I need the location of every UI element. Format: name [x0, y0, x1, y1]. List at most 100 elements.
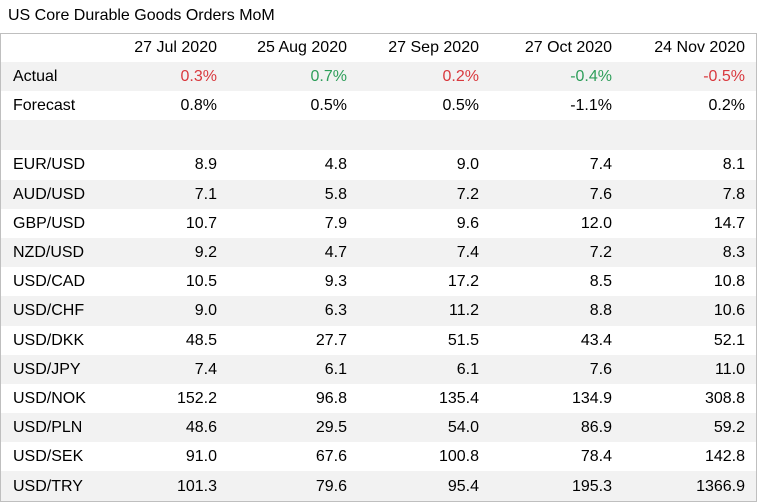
- actual-value: 0.3%: [111, 62, 221, 92]
- column-header: 25 Aug 2020: [221, 34, 351, 62]
- table-row: EUR/USD 8.9 4.8 9.0 7.4 8.1: [1, 150, 756, 179]
- table-cell: 9.2: [111, 237, 221, 268]
- table-cell: 95.4: [351, 471, 483, 501]
- table-title: US Core Durable Goods Orders MoM: [8, 7, 275, 24]
- table-cell: 195.3: [483, 471, 616, 501]
- forecast-value: -1.1%: [570, 97, 612, 115]
- actual-row: Actual 0.3% 0.7% 0.2% -0.4% -0.5%: [1, 62, 756, 92]
- row-label: USD/DKK: [13, 331, 85, 349]
- table-cell: 51.5: [447, 331, 479, 349]
- row-label: AUD/USD: [1, 179, 111, 209]
- table-cell: 134.9: [571, 389, 612, 407]
- row-label: EUR/USD: [13, 156, 86, 174]
- row-label: GBP/USD: [13, 214, 86, 232]
- table-row: AUD/USD 7.1 5.8 7.2 7.6 7.8: [1, 179, 756, 209]
- table-cell: 7.6: [483, 179, 616, 209]
- forecast-row: Forecast 0.8% 0.5% 0.5% -1.1% 0.2%: [1, 91, 756, 120]
- table-cell: 96.8: [315, 389, 347, 407]
- table-cell: 4.8: [324, 156, 347, 174]
- table-cell: 59.2: [616, 413, 756, 443]
- table-cell: 7.1: [111, 179, 221, 209]
- forecast-value: 0.8%: [180, 97, 217, 115]
- table-cell: 9.6: [456, 214, 479, 232]
- column-header: 27 Oct 2020: [483, 34, 616, 62]
- actual-value: -0.5%: [616, 62, 756, 92]
- table-cell: 1366.9: [616, 471, 756, 501]
- row-label: USD/TRY: [1, 471, 111, 501]
- row-label: NZD/USD: [1, 237, 111, 268]
- forecast-value: 0.2%: [708, 97, 745, 115]
- actual-value: 0.7%: [221, 62, 351, 92]
- table-cell: 152.2: [176, 389, 217, 407]
- table-row: USD/PLN 48.6 29.5 54.0 86.9 59.2: [1, 413, 756, 443]
- table-cell: 78.4: [580, 448, 612, 466]
- table-cell: 11.0: [616, 354, 756, 384]
- table-row: NZD/USD 9.2 4.7 7.4 7.2 8.3: [1, 237, 756, 268]
- table-cell: 8.1: [722, 156, 745, 174]
- table-cell: 6.3: [221, 296, 351, 326]
- data-table: 27 Jul 2020 25 Aug 2020 27 Sep 2020 27 O…: [1, 34, 756, 501]
- table-cell: 7.2: [483, 237, 616, 268]
- table-cell: 101.3: [111, 471, 221, 501]
- table-cell: 7.6: [483, 354, 616, 384]
- table-cell: 91.0: [185, 448, 217, 466]
- table-cell: 9.0: [456, 156, 479, 174]
- table-cell: 54.0: [351, 413, 483, 443]
- table-cell: 10.7: [185, 214, 217, 232]
- table-cell: 7.2: [351, 179, 483, 209]
- table-cell: 29.5: [221, 413, 351, 443]
- table-cell: 10.6: [616, 296, 756, 326]
- header-row: 27 Jul 2020 25 Aug 2020 27 Sep 2020 27 O…: [1, 34, 756, 62]
- table-cell: 8.5: [589, 273, 612, 291]
- spacer-row: [1, 120, 756, 151]
- table-cell: 48.5: [185, 331, 217, 349]
- table-cell: 52.1: [713, 331, 745, 349]
- column-header: 24 Nov 2020: [616, 34, 756, 62]
- table-cell: 67.6: [315, 448, 347, 466]
- table-cell: 308.8: [704, 389, 745, 407]
- table-cell: 7.9: [324, 214, 347, 232]
- table-cell: 7.4: [111, 354, 221, 384]
- table-cell: 79.6: [221, 471, 351, 501]
- table-cell: 12.0: [580, 214, 612, 232]
- table-row: USD/JPY 7.4 6.1 6.1 7.6 11.0: [1, 354, 756, 384]
- row-label: USD/SEK: [13, 448, 84, 466]
- row-label: USD/CHF: [1, 296, 111, 326]
- table-row: USD/DKK 48.5 27.7 51.5 43.4 52.1: [1, 326, 756, 355]
- table-cell: 142.8: [704, 448, 745, 466]
- table-row: GBP/USD 10.7 7.9 9.6 12.0 14.7: [1, 209, 756, 238]
- row-label: USD/JPY: [1, 354, 111, 384]
- forecast-value: 0.5%: [310, 97, 347, 115]
- row-label: Actual: [1, 62, 111, 92]
- table-cell: 86.9: [483, 413, 616, 443]
- table-row: USD/CHF 9.0 6.3 11.2 8.8 10.6: [1, 296, 756, 326]
- table-cell: 43.4: [580, 331, 612, 349]
- table-cell: 17.2: [447, 273, 479, 291]
- column-header: 27 Sep 2020: [351, 34, 483, 62]
- row-label: USD/PLN: [1, 413, 111, 443]
- data-table-frame: 27 Jul 2020 25 Aug 2020 27 Sep 2020 27 O…: [0, 33, 757, 502]
- table-cell: 7.4: [589, 156, 612, 174]
- table-cell: 9.0: [111, 296, 221, 326]
- table-cell: 8.3: [616, 237, 756, 268]
- table-cell: 10.5: [185, 273, 217, 291]
- row-label: USD/NOK: [13, 389, 86, 407]
- table-cell: 8.9: [194, 156, 217, 174]
- row-label: USD/CAD: [13, 273, 86, 291]
- table-cell: 100.8: [438, 448, 479, 466]
- table-row: USD/CAD 10.5 9.3 17.2 8.5 10.8: [1, 267, 756, 296]
- table-cell: 7.4: [351, 237, 483, 268]
- row-label: Forecast: [13, 97, 76, 115]
- table-cell: 48.6: [111, 413, 221, 443]
- table-row: USD/SEK 91.0 67.6 100.8 78.4 142.8: [1, 442, 756, 471]
- table-cell: 14.7: [713, 214, 745, 232]
- column-header: 27 Jul 2020: [111, 34, 221, 62]
- table-cell: 11.2: [351, 296, 483, 326]
- table-cell: 8.8: [483, 296, 616, 326]
- header-corner: [1, 34, 111, 62]
- table-cell: 7.8: [616, 179, 756, 209]
- table-row: USD/NOK 152.2 96.8 135.4 134.9 308.8: [1, 384, 756, 413]
- table-cell: 27.7: [315, 331, 347, 349]
- table-cell: 4.7: [221, 237, 351, 268]
- table-cell: 6.1: [221, 354, 351, 384]
